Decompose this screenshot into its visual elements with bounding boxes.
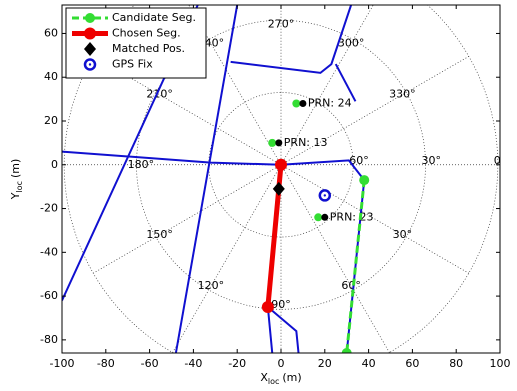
road — [267, 306, 300, 353]
marker — [84, 27, 96, 40]
x-tick-label: -100 — [50, 357, 75, 370]
polar-spoke — [280, 164, 390, 353]
satellite-label: PRN: 13 — [284, 136, 328, 149]
legend-label: Chosen Seg. — [112, 27, 181, 40]
xlabel-label-part: (m) — [282, 371, 301, 384]
satellite-label: PRN: 24 — [308, 96, 352, 109]
azimuth-label: 150° — [146, 228, 173, 241]
y-tick-label: 0 — [51, 158, 58, 171]
x-tick-label: 60 — [405, 357, 419, 370]
polar-spoke — [172, 164, 282, 353]
xlabel-axis-label: Xloc (m) — [260, 371, 301, 386]
y-tick-label: 20 — [44, 114, 58, 127]
marker — [84, 42, 96, 56]
azimuth-label: 180° — [128, 158, 155, 171]
ylabel-label-part: Y — [9, 192, 22, 200]
y-tick-label: -40 — [40, 245, 58, 258]
azimuth-label: 120° — [198, 279, 225, 292]
series-line — [345, 179, 366, 353]
azimuth-label: 330° — [389, 88, 416, 101]
ylabel-label-part: loc — [15, 181, 24, 193]
marker — [292, 99, 301, 108]
marker-dot — [88, 63, 92, 66]
ylabel-axis-label: Yloc (m) — [9, 159, 24, 201]
marker — [321, 213, 329, 221]
polar-spoke — [280, 56, 469, 166]
polar-spoke — [93, 164, 282, 274]
y-tick-label: -20 — [40, 202, 58, 215]
road — [230, 5, 353, 74]
overlay: -100 -80 -60 -40 -20 0 20 40 60 80 100 -80 -60 -40 -20… — [9, 5, 511, 386]
satellite-label: PRN: 23 — [330, 210, 374, 223]
azimuth-label: 270° — [268, 18, 295, 31]
legend-label: Matched Pos. — [112, 42, 185, 55]
marker — [275, 158, 287, 171]
x-tick-label: -40 — [184, 357, 202, 370]
xlabel-label-part: loc — [268, 377, 280, 386]
azimuth-label: 60° — [341, 279, 361, 292]
marker — [261, 301, 274, 314]
y-tick-label: 60 — [44, 26, 58, 39]
y-tick-label: 40 — [44, 70, 58, 83]
polar-spoke — [280, 164, 469, 274]
ring-label: 0° — [494, 154, 507, 167]
legend-label: Candidate Seg. — [112, 11, 196, 24]
x-tick-label: 40 — [362, 357, 376, 370]
marker-dot — [323, 194, 326, 197]
marker — [85, 13, 95, 23]
polar-spoke — [280, 5, 374, 165]
x-tick-label: 20 — [318, 357, 332, 370]
x-tick-label: -60 — [141, 357, 159, 370]
y-tick-label: -60 — [40, 289, 58, 302]
y-tick-label: -80 — [40, 333, 58, 346]
azimuth-label: 90° — [271, 298, 291, 311]
x-tick-label: 100 — [490, 357, 511, 370]
azimuth-label: 300° — [338, 36, 365, 49]
marker — [272, 181, 285, 196]
ylabel-label-part: (m) — [9, 159, 22, 178]
marker — [268, 138, 277, 147]
road — [174, 5, 239, 353]
marker — [83, 58, 97, 71]
x-tick-label: -80 — [97, 357, 115, 370]
x-tick-label: -20 — [228, 357, 246, 370]
ring-label: 30° — [422, 154, 442, 167]
ring-label: 60° — [349, 154, 369, 167]
marker — [359, 175, 370, 186]
marker — [314, 213, 323, 222]
azimuth-label: 30° — [393, 228, 413, 241]
road — [334, 63, 357, 102]
marker — [299, 99, 307, 107]
x-tick-label: 0 — [278, 357, 285, 370]
marker — [341, 348, 352, 353]
marker — [275, 139, 283, 147]
plot-area: 0°30°60°30°60°90°120°150°180°210°240°270… — [62, 5, 507, 353]
azimuth-label: 210° — [146, 88, 173, 101]
legend-label: GPS Fix — [112, 58, 153, 71]
marker-ring — [83, 58, 97, 71]
x-tick-label: 80 — [449, 357, 463, 370]
xlabel-label-part: X — [260, 371, 268, 384]
marker-ring — [318, 189, 332, 202]
marker — [318, 189, 332, 202]
